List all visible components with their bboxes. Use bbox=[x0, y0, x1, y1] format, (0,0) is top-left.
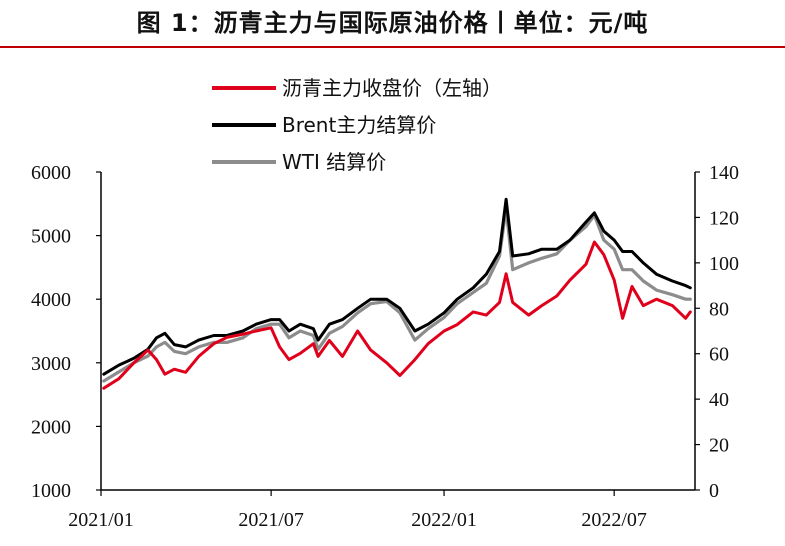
chart-legend: 沥青主力收盘价（左轴） Brent主力结算价 WTI 结算价 bbox=[212, 76, 502, 174]
x-tick-label: 2021/01 bbox=[68, 509, 134, 531]
left-y-tick-label: 1000 bbox=[31, 480, 71, 502]
right-y-tick-label: 100 bbox=[709, 253, 739, 275]
series-line-wti bbox=[102, 206, 692, 383]
right-y-tick-label: 20 bbox=[709, 435, 729, 457]
chart-title: 图 1：沥青主力与国际原油价格丨单位：元/吨 bbox=[136, 9, 649, 37]
right-y-tick-label: 80 bbox=[709, 298, 729, 320]
series-line-asphalt bbox=[102, 240, 692, 390]
right-y-tick-label: 140 bbox=[709, 162, 739, 184]
x-tick-label: 2022/01 bbox=[411, 509, 477, 531]
legend-label: 沥青主力收盘价（左轴） bbox=[282, 76, 502, 100]
left-y-tick-label: 3000 bbox=[31, 353, 71, 375]
left-y-tick-label: 4000 bbox=[31, 289, 71, 311]
x-tick-label: 2021/07 bbox=[238, 509, 304, 531]
left-y-tick-label: 5000 bbox=[31, 226, 71, 248]
legend-label: WTI 结算价 bbox=[282, 150, 386, 174]
chart-axes: 1000 2000 3000 4000 5000 6000 0 20 40 60 80 100 120 1… bbox=[31, 162, 739, 531]
title-underline bbox=[0, 46, 785, 48]
right-y-tick-label: 60 bbox=[709, 344, 729, 366]
legend-label: Brent主力结算价 bbox=[282, 113, 436, 137]
x-tick-label: 2022/07 bbox=[581, 509, 647, 531]
left-y-tick-label: 2000 bbox=[31, 416, 71, 438]
series-line-brent bbox=[102, 197, 692, 376]
left-y-tick-label: 6000 bbox=[31, 162, 71, 184]
right-y-tick-label: 0 bbox=[709, 480, 719, 502]
right-y-tick-label: 120 bbox=[709, 207, 739, 229]
chart-series bbox=[102, 197, 692, 390]
right-y-tick-label: 40 bbox=[709, 389, 729, 411]
